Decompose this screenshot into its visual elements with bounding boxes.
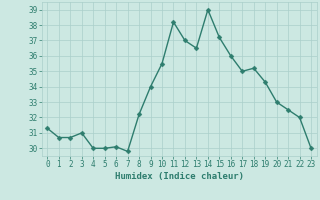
X-axis label: Humidex (Indice chaleur): Humidex (Indice chaleur) <box>115 172 244 181</box>
